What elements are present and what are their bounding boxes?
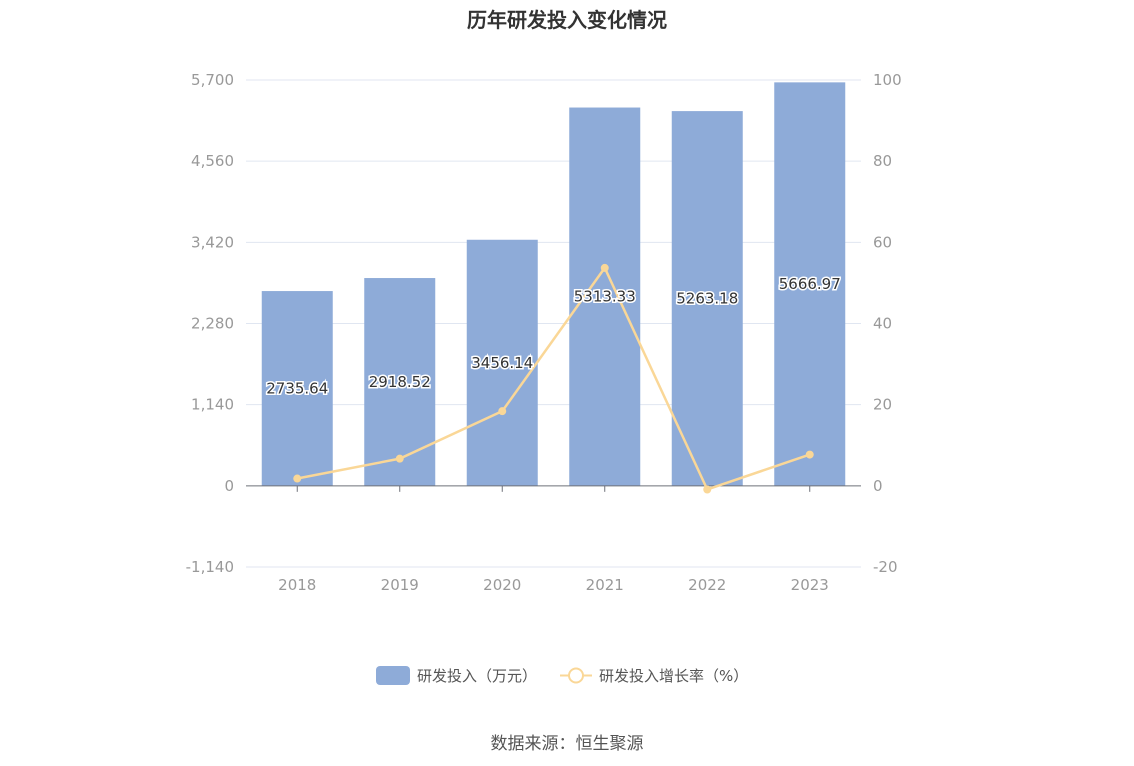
left-tick-label: 1,140	[191, 396, 234, 414]
gridlines	[246, 79, 861, 568]
right-tick-label: 100	[873, 71, 902, 89]
bar-value-label-2021: 5313.33	[574, 288, 636, 306]
legend-item-line[interactable]: 研发投入增长率（%）	[560, 667, 748, 685]
legend-swatch-bar	[376, 666, 410, 685]
bar-2023[interactable]	[774, 82, 846, 486]
x-tick-label-2018: 2018	[278, 576, 316, 594]
left-axis-ticks: -1,140 0 1,140 2,280 3,420 4,560 5,700	[186, 71, 234, 576]
right-tick-label: -20	[873, 558, 898, 576]
line-series	[293, 263, 814, 494]
bar-2021[interactable]	[569, 107, 641, 486]
bar-value-label-2019: 2918.52	[369, 373, 431, 391]
bar-2020[interactable]	[466, 239, 538, 486]
legend-label-bar: 研发投入（万元）	[417, 667, 537, 685]
left-tick-label: -1,140	[186, 558, 234, 576]
legend-label-line: 研发投入增长率（%）	[599, 667, 748, 685]
bar-2022[interactable]	[671, 111, 743, 486]
bar-value-label-2023: 5666.97	[779, 275, 841, 293]
left-tick-label: 2,280	[191, 315, 234, 333]
right-tick-label: 60	[873, 233, 892, 251]
right-tick-label: 40	[873, 315, 892, 333]
legend[interactable]: 研发投入（万元） 研发投入增长率（%）	[376, 666, 748, 685]
bar-2019[interactable]	[364, 278, 436, 486]
bar-value-label-2022: 5263.18	[676, 289, 738, 307]
left-tick-label: 3,420	[191, 233, 234, 251]
growth-point-2018[interactable]	[293, 474, 302, 483]
left-tick-label: 4,560	[191, 152, 234, 170]
x-tick-label-2023: 2023	[791, 576, 829, 594]
left-tick-label: 0	[224, 477, 234, 495]
left-tick-label: 5,700	[191, 71, 234, 89]
x-tick-label-2021: 2021	[586, 576, 624, 594]
growth-line	[297, 265, 811, 492]
legend-item-bar[interactable]: 研发投入（万元）	[376, 666, 537, 685]
growth-point-2023[interactable]	[805, 450, 814, 459]
chart-svg: -1,140 0 1,140 2,280 3,420 4,560 5,700 -20 0 20 4…	[186, 71, 902, 685]
chart-title: 历年研发投入变化情况	[467, 8, 667, 32]
data-labels: 2735.64 2918.52 3456.14 5313.33 5263.18 5666.…	[265, 274, 843, 399]
x-tick-label-2019: 2019	[381, 576, 419, 594]
bar-2018[interactable]	[261, 291, 333, 486]
growth-point-2019[interactable]	[395, 454, 404, 463]
x-axis: 2018 2019 2020 2021 2022 2023	[246, 485, 861, 594]
growth-point-2020[interactable]	[498, 407, 507, 416]
right-tick-label: 0	[873, 477, 883, 495]
bar-series	[261, 82, 846, 486]
growth-point-2021[interactable]	[600, 263, 609, 272]
bar-value-label-2020: 3456.14	[471, 354, 533, 372]
bar-value-label-2018: 2735.64	[266, 379, 328, 397]
x-tick-label-2020: 2020	[483, 576, 521, 594]
right-tick-label: 20	[873, 396, 892, 414]
legend-swatch-marker	[568, 667, 584, 684]
data-source: 数据来源：恒生聚源	[490, 734, 644, 754]
x-tick-label-2022: 2022	[688, 576, 726, 594]
right-axis-ticks: -20 0 20 40 60 80 100	[873, 71, 902, 576]
right-tick-label: 80	[873, 152, 892, 170]
growth-point-2022[interactable]	[703, 485, 712, 494]
